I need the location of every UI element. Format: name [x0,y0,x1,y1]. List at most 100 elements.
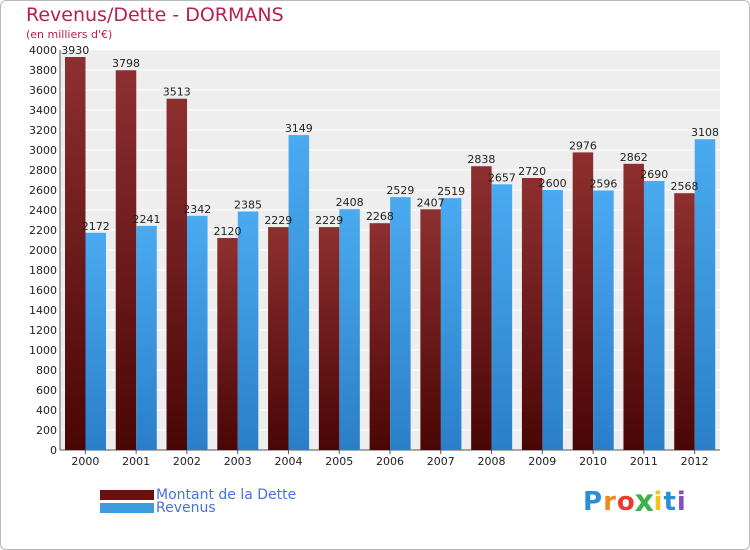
x-tick-label-2007: 2007 [427,455,455,468]
y-tick-label: 400 [36,404,57,417]
data-label-dette-2004: 2229 [264,214,292,227]
data-label-dette-2002: 3513 [163,86,191,99]
legend-swatch-revenus [100,503,154,513]
x-tick-label-2005: 2005 [325,455,353,468]
y-tick-label: 3600 [29,84,57,97]
legend-item-revenus: Revenus [100,500,216,516]
x-tick-label-2011: 2011 [630,455,658,468]
bar-revenus-2006 [390,197,411,450]
data-label-dette-2008: 2838 [467,153,495,166]
bar-dette-2011 [623,163,644,451]
data-label-dette-2001: 3798 [112,57,140,70]
logo-letter: i [653,487,664,517]
y-tick-label: 3800 [29,64,57,77]
bar-dette-2006 [369,223,391,450]
chart-subtitle: (en milliers d'€) [26,28,113,41]
legend-label-revenus: Revenus [156,500,216,516]
logo-letter: P [583,487,604,517]
bar-revenus-2002 [187,215,208,450]
bar-dette-2002 [166,98,188,450]
y-tick-label: 2600 [29,184,57,197]
y-tick-label: 3000 [29,144,57,157]
x-tick-label-2000: 2000 [71,455,99,468]
data-label-revenus-2008: 2657 [488,171,516,184]
legend-swatch-dette [100,490,154,500]
proxiti-logo: Proxiti [583,484,687,520]
bar-revenus-2011 [643,181,665,450]
y-tick-label: 200 [36,424,57,437]
logo-letter: i [676,487,687,517]
bar-revenus-2007 [440,198,462,450]
bar-dette-2007 [420,209,441,450]
data-label-revenus-2005: 2408 [336,196,364,209]
bar-dette-2004 [268,227,289,450]
data-label-revenus-2012: 3108 [691,126,719,139]
data-label-dette-2006: 2268 [366,210,394,223]
data-label-dette-2007: 2407 [417,196,445,209]
y-tick-label: 1400 [29,304,57,317]
bar-dette-2012 [674,193,695,450]
bar-dette-2010 [572,152,594,450]
data-label-revenus-2010: 2596 [589,177,617,190]
y-tick-label: 3200 [29,124,57,137]
y-tick-label: 800 [36,364,57,377]
y-tick-label: 3400 [29,104,57,117]
x-tick-label-2003: 2003 [224,455,252,468]
y-tick-label: 4000 [29,44,57,57]
x-tick-label-2012: 2012 [681,455,709,468]
data-label-revenus-2003: 2385 [234,199,262,212]
y-tick-label: 2000 [29,244,57,257]
bar-dette-2008 [471,166,492,450]
data-label-revenus-2009: 2600 [539,177,567,190]
data-label-revenus-2004: 3149 [285,122,313,135]
bar-revenus-2001 [136,225,157,450]
data-label-dette-2012: 2568 [670,180,698,193]
chart-title: Revenus/Dette - DORMANS [26,4,284,26]
bar-revenus-2008 [491,184,513,451]
data-label-revenus-2000: 2172 [82,220,110,233]
data-label-dette-2000: 3930 [61,44,89,57]
bar-revenus-2010 [593,190,614,450]
data-label-dette-2009: 2720 [518,165,546,178]
data-label-dette-2003: 2120 [214,225,242,238]
bar-dette-2005 [318,227,340,450]
bar-revenus-2012 [694,139,716,450]
data-label-dette-2011: 2862 [620,151,648,164]
legend-item-dette: Montant de la Dette [100,487,296,503]
bar-dette-2003 [217,238,238,450]
x-tick-label-2004: 2004 [274,455,302,468]
data-label-revenus-2001: 2241 [133,213,161,226]
bar-revenus-2005 [339,209,360,450]
bar-revenus-2003 [237,211,259,450]
y-tick-label: 1200 [29,324,57,337]
x-tick-label-2002: 2002 [173,455,201,468]
y-tick-label: 1800 [29,264,57,277]
y-tick-label: 2200 [29,224,57,237]
y-tick-label: 2800 [29,164,57,177]
logo-letter: x [634,484,655,520]
data-label-revenus-2007: 2519 [437,185,465,198]
bar-dette-2009 [521,178,543,450]
data-label-revenus-2006: 2529 [386,184,414,197]
bar-dette-2001 [115,70,137,450]
logo-letter: t [663,487,677,517]
y-tick-label: 1000 [29,344,57,357]
logo-letter: r [603,487,617,517]
y-tick-label: 2400 [29,204,57,217]
bar-revenus-2009 [542,190,563,450]
x-tick-label-2001: 2001 [122,455,150,468]
data-label-revenus-2002: 2342 [183,203,211,216]
data-label-revenus-2011: 2690 [640,168,668,181]
y-tick-label: 600 [36,384,57,397]
x-tick-label-2008: 2008 [478,455,506,468]
bar-revenus-2004 [288,135,310,450]
y-tick-label: 0 [50,444,57,457]
data-label-dette-2005: 2229 [315,214,343,227]
x-tick-label-2010: 2010 [579,455,607,468]
x-tick-label-2006: 2006 [376,455,404,468]
bar-dette-2000 [65,57,86,450]
x-tick-label-2009: 2009 [528,455,556,468]
y-tick-label: 1600 [29,284,57,297]
data-label-dette-2010: 2976 [569,139,597,152]
